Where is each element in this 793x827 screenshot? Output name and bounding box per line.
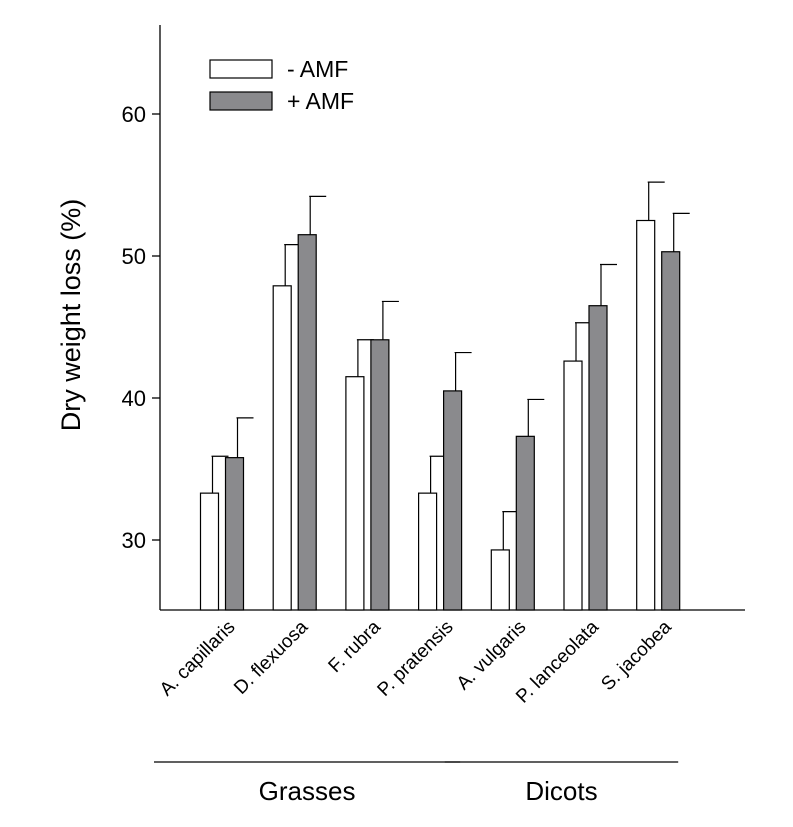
bar-plus-amf	[297, 234, 317, 611]
bar-minus-amf	[199, 492, 220, 611]
y-tick-label: 50	[122, 244, 146, 269]
bar-minus-amf	[563, 360, 583, 611]
x-tick-label: A. vulgaris	[453, 617, 531, 695]
y-axis-title: Dry weight loss (%)	[56, 199, 86, 432]
y-tick-label: 40	[122, 386, 146, 411]
bar-plus-amf	[443, 390, 463, 611]
bar-plus-amf	[661, 251, 681, 611]
bar-minus-amf	[345, 376, 365, 611]
bar-minus-amf	[636, 219, 656, 611]
bar-minus-amf	[272, 285, 292, 611]
bar-plus-amf	[224, 457, 245, 611]
category-groups: Grasses Dicots	[154, 761, 679, 806]
y-tick-label: 30	[122, 528, 146, 553]
bar-plus-amf	[588, 305, 608, 611]
x-tick-label: D. flexuosa	[230, 616, 312, 698]
bar-minus-amf	[490, 549, 510, 611]
legend-label: - AMF	[287, 56, 348, 82]
y-tick-label: 60	[122, 102, 146, 127]
legend-swatch	[209, 91, 273, 111]
group-label: Dicots	[525, 776, 597, 806]
x-tick-label: S. jacobea	[597, 616, 676, 695]
group-label: Grasses	[259, 776, 356, 806]
x-tick-label: P. pratensis	[374, 617, 458, 701]
legend: - AMF + AMF	[209, 56, 354, 114]
bar-minus-amf	[418, 492, 438, 611]
bar-plus-amf	[370, 339, 390, 611]
x-tick-label: F. rubra	[325, 616, 386, 677]
legend-swatch	[209, 59, 273, 79]
bar-plus-amf	[515, 435, 535, 611]
legend-label: + AMF	[287, 88, 354, 114]
x-tick-label: A. capillaris	[156, 617, 240, 701]
axes: 30 40 50 60	[122, 25, 745, 611]
